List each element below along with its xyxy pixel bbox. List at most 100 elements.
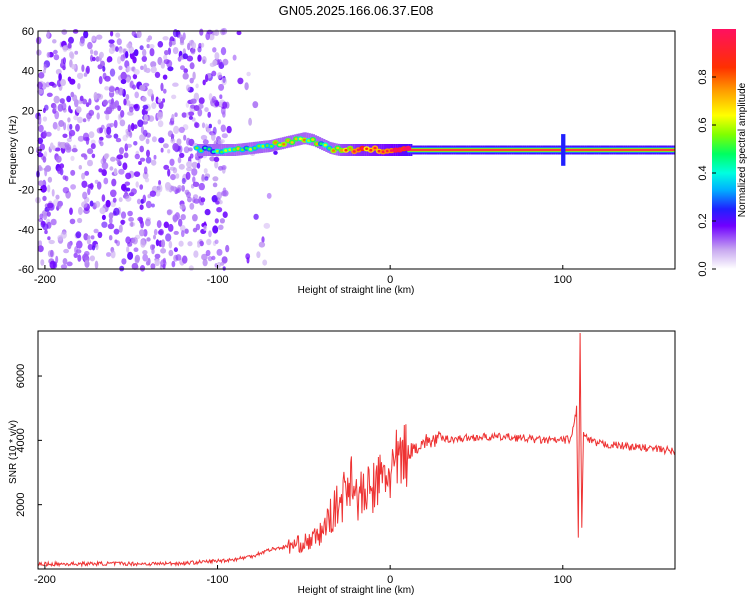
spectrogram-noise-speckle	[220, 124, 226, 133]
spectrogram-noise-speckle	[139, 229, 145, 237]
spectrogram-noise-speckle	[218, 83, 225, 91]
spectrogram-noise-speckle	[171, 113, 175, 122]
spectrogram-noise-speckle	[154, 259, 160, 267]
spectrogram-noise-speckle	[87, 244, 94, 251]
spectrogram-noise-speckle	[136, 30, 142, 39]
spectrogram-noise-speckle	[182, 72, 189, 80]
snr-x-tick-label: -100	[207, 574, 229, 586]
colorbar-tick-label: 0.4	[697, 165, 709, 180]
spectrogram-noise-speckle	[121, 258, 127, 265]
spectrogram-noise-speckle	[214, 52, 220, 60]
spectrogram-noise-speckle	[48, 239, 55, 245]
spectrogram-noise-speckle	[256, 251, 261, 259]
spectrogram-noise-speckle	[218, 224, 224, 230]
snr-x-tick-label: 0	[387, 574, 393, 586]
spectrogram-noise-speckle	[172, 167, 178, 174]
spectrogram-noise-speckle	[195, 223, 201, 231]
spectrogram-noise-speckle	[151, 248, 155, 255]
spectrogram-track-core	[377, 149, 381, 153]
spectrogram-noise-speckle	[163, 221, 169, 229]
spectrogram-spike	[561, 134, 566, 166]
spectrogram-noise-speckle	[46, 92, 53, 98]
snr-y-tick-label: 4000	[15, 428, 27, 452]
spectrogram-noise-speckle	[77, 254, 82, 262]
spectrogram-noise-speckle	[160, 248, 167, 254]
spectrogram-noise-speckle	[139, 204, 144, 210]
spectrogram-noise-speckle	[216, 248, 223, 256]
spectrogram-track-core	[356, 148, 360, 152]
spectrogram-noise-speckle	[127, 251, 134, 260]
spectrogram-noise-speckle	[116, 154, 124, 160]
snr-x-ticks: -200 -100 0 100	[34, 565, 572, 586]
spectrogram-noise-speckle	[143, 166, 148, 175]
spectrogram-noise-speckle	[203, 225, 208, 232]
spectrogram-track-core	[211, 150, 215, 153]
spectrogram-noise-speckle	[103, 153, 109, 160]
spectrogram-noise-speckle	[193, 198, 200, 204]
spectrogram-noise-speckle	[62, 187, 70, 194]
spectrogram-noise-speckle	[44, 104, 49, 111]
spectrogram-noise-speckle	[104, 127, 108, 134]
spectrogram-noise-speckle	[205, 74, 209, 83]
spectrogram-noise-speckle	[205, 123, 209, 131]
spectrogram-noise-speckle	[47, 184, 51, 193]
spectrogram-track-core	[373, 146, 377, 150]
spectrogram-noise-speckle	[81, 180, 88, 188]
spectrogram-noise-speckle	[154, 253, 161, 259]
spectrogram-noise-speckle	[79, 95, 84, 102]
spectrogram-noise-speckle	[175, 254, 182, 261]
spectrogram-noise-speckle	[163, 88, 167, 94]
spectrogram-noise-speckle	[70, 155, 75, 161]
spectrogram-noise-speckle	[219, 94, 223, 99]
spectrogram-noise-speckle	[71, 148, 78, 153]
spectrogram-noise-speckle	[156, 111, 163, 120]
snr-x-tick-label: -200	[34, 574, 56, 586]
spectrogram-noise-speckle	[168, 40, 173, 48]
spectrogram-noise-speckle	[171, 260, 176, 268]
spectrogram-noise-speckle	[138, 161, 142, 165]
spectrogram-noise-speckle	[116, 240, 120, 247]
spectrogram-noise-speckle	[94, 105, 100, 111]
spectrogram-noise-speckle	[125, 94, 130, 101]
spectrogram-noise-speckle	[126, 246, 130, 253]
spectrogram-noise-speckle	[139, 145, 144, 153]
spectrogram-noise-speckle	[52, 261, 58, 269]
spectrogram-noise-speckle	[186, 166, 193, 172]
spectrogram-noise-speckle	[131, 30, 137, 37]
spectrogram-y-tick-label: -40	[18, 224, 34, 236]
spectrogram-track-core	[240, 148, 244, 152]
spectrogram-track-core	[315, 142, 319, 146]
spectrogram-track-core	[406, 147, 410, 150]
spectrogram-track-core	[298, 137, 302, 141]
spectrogram-noise-speckle	[62, 57, 66, 65]
spectrogram-noise-speckle	[193, 250, 199, 258]
spectrogram-noise-speckle	[118, 197, 123, 203]
spectrogram-noise-speckle	[158, 180, 162, 186]
spectrogram-noise-speckle	[248, 117, 253, 126]
spectrogram-noise-speckle	[126, 143, 132, 148]
spectrogram-noise-speckle	[173, 230, 179, 235]
spectrogram-noise-speckle	[219, 218, 225, 224]
spectrogram-noise-speckle	[113, 228, 120, 235]
spectrogram-noise-speckle	[69, 78, 76, 85]
spectrogram-noise-speckle	[101, 221, 108, 228]
spectrogram-x-axis-label: Height of straight line (km)	[298, 285, 415, 296]
spectrogram-noise-speckle	[232, 54, 237, 61]
spectrogram-noise-speckle	[70, 91, 75, 98]
spectrogram-noise-speckle	[110, 30, 114, 37]
spectrogram-noise-speckle	[208, 93, 213, 102]
spectrogram-noise-speckle	[179, 152, 185, 158]
spectrogram-noise-speckle	[70, 169, 76, 176]
spectrogram-noise-speckle	[125, 195, 132, 202]
spectrogram-noise-speckle	[190, 104, 196, 109]
spectrogram-noise-speckle	[214, 239, 219, 245]
spectrogram-noise-speckle	[98, 138, 102, 144]
spectrogram-noise-speckle	[191, 161, 198, 169]
spectrogram-noise-speckle	[127, 124, 132, 132]
spectrogram-noise-speckle	[206, 29, 213, 35]
spectrogram-noise-speckle	[169, 158, 175, 166]
spectrogram-noise-speckle	[77, 116, 83, 124]
spectrogram-track-core	[273, 141, 278, 144]
spectrogram-noise-speckle	[60, 231, 67, 239]
spectrogram-noise-speckle	[104, 86, 110, 91]
